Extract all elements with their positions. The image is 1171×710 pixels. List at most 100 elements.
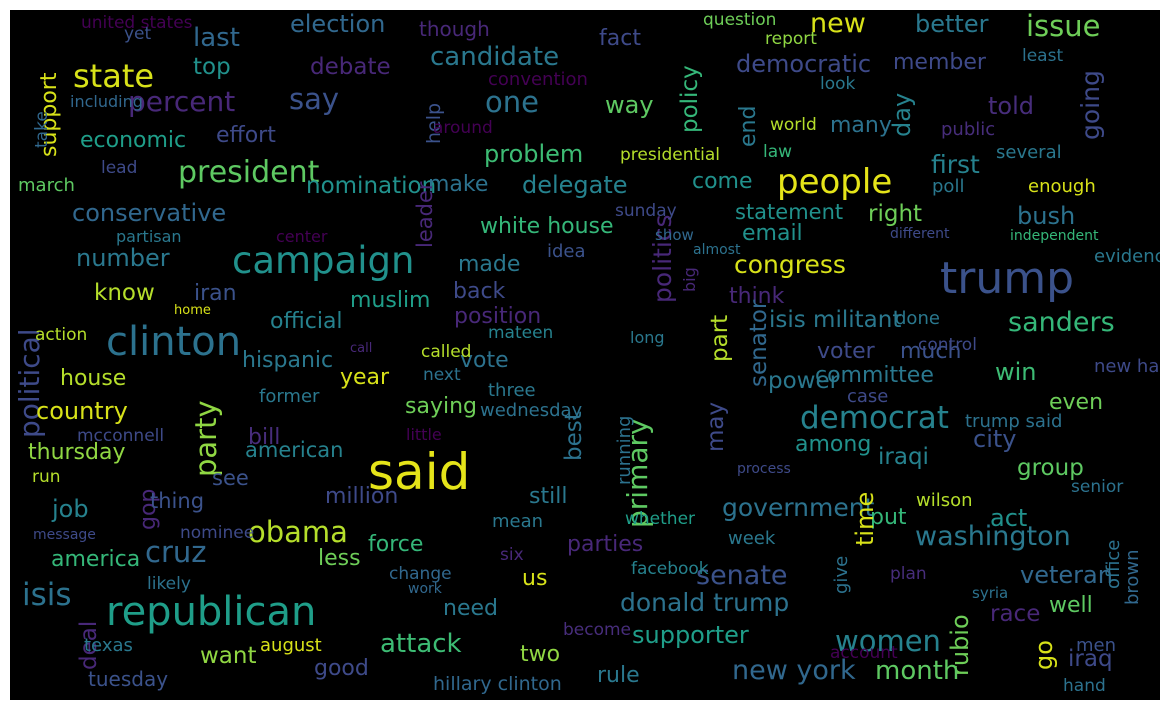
word: august (260, 635, 322, 656)
word: win (995, 358, 1037, 386)
word: saying (405, 394, 477, 419)
word: plan (890, 564, 927, 584)
word: give (831, 555, 852, 594)
word: trump said (965, 411, 1063, 432)
word: group (1017, 455, 1084, 481)
word: last (193, 23, 240, 53)
word: mcconnell (77, 426, 165, 446)
word: candidate (430, 42, 560, 72)
word: made (458, 252, 521, 277)
word: take (32, 111, 52, 148)
word: hand (1063, 676, 1106, 696)
word: going (1076, 70, 1105, 140)
word: muslim (350, 288, 431, 313)
word: syria (972, 584, 1009, 602)
word: new (810, 10, 866, 39)
word: poll (932, 176, 965, 197)
word: new york (732, 655, 856, 686)
word: supporter (632, 621, 749, 649)
word: attack (380, 629, 462, 659)
word: work (408, 581, 442, 597)
word: idea (547, 241, 586, 262)
word: economic (80, 128, 187, 153)
word: percent (128, 85, 236, 118)
word: much (900, 339, 962, 364)
word: little (406, 425, 442, 444)
word: number (76, 244, 170, 272)
word: one (485, 85, 539, 119)
word: democratic (736, 50, 872, 78)
word: democrat (800, 400, 949, 436)
word: lead (101, 158, 138, 178)
word: become (563, 620, 632, 640)
word: year (340, 365, 390, 390)
word: office (1103, 539, 1124, 589)
word: leader (413, 181, 437, 248)
word: three (488, 380, 536, 401)
word: effort (216, 123, 276, 148)
word: position (454, 304, 542, 329)
word: message (33, 527, 96, 543)
word: hillary clinton (433, 673, 562, 695)
word: including (70, 92, 143, 111)
word: law (763, 142, 793, 162)
word: republican (106, 589, 317, 635)
word: different (890, 226, 950, 242)
word: facebook (631, 559, 709, 579)
word: next (423, 365, 461, 385)
word: process (737, 461, 791, 477)
word: nomination (306, 173, 437, 199)
word: way (605, 91, 654, 119)
word: iraqi (878, 444, 929, 470)
word: senate (696, 560, 788, 591)
word: house (60, 366, 127, 391)
word: independent (1010, 228, 1099, 244)
word: million (325, 484, 399, 509)
word-cloud: said trump republican clinton campaign people… (10, 10, 1160, 700)
word: still (529, 484, 568, 509)
word: run (32, 467, 61, 487)
word: government (722, 493, 875, 522)
word: many (830, 113, 892, 138)
word: email (742, 221, 803, 246)
word: even (1049, 390, 1104, 415)
word: look (820, 74, 856, 94)
word: trump (940, 253, 1075, 304)
word: state (73, 57, 155, 95)
word: mean (492, 511, 544, 532)
word: two (520, 642, 561, 667)
word: though (419, 17, 490, 41)
word: case (847, 386, 889, 407)
word: delegate (522, 171, 628, 199)
word: clinton (106, 319, 242, 365)
word: washington (915, 521, 1071, 552)
word: first (931, 150, 980, 179)
word: isis (22, 577, 72, 613)
word: official (270, 309, 343, 334)
word: less (318, 546, 361, 571)
word: come (692, 169, 753, 194)
word: center (276, 227, 328, 246)
word: done (895, 308, 940, 329)
word: action (35, 325, 88, 345)
word: act (990, 504, 1028, 532)
word: presidential (620, 145, 720, 165)
word: told (988, 92, 1034, 120)
word: week (728, 528, 776, 549)
word: brown (1122, 549, 1143, 605)
word: member (893, 50, 986, 75)
word: enough (1028, 176, 1096, 197)
word: think (729, 284, 785, 309)
word: rule (597, 663, 640, 688)
word: evidence (1094, 246, 1160, 267)
word: among (795, 432, 872, 457)
word: need (443, 596, 498, 621)
word: long (630, 328, 665, 347)
word: vote (460, 348, 509, 373)
word: want (200, 643, 257, 669)
word: day (888, 92, 916, 137)
word: wednesday (480, 400, 583, 421)
word: parties (567, 532, 644, 557)
word: almost (693, 242, 741, 258)
word: bill (248, 425, 281, 450)
